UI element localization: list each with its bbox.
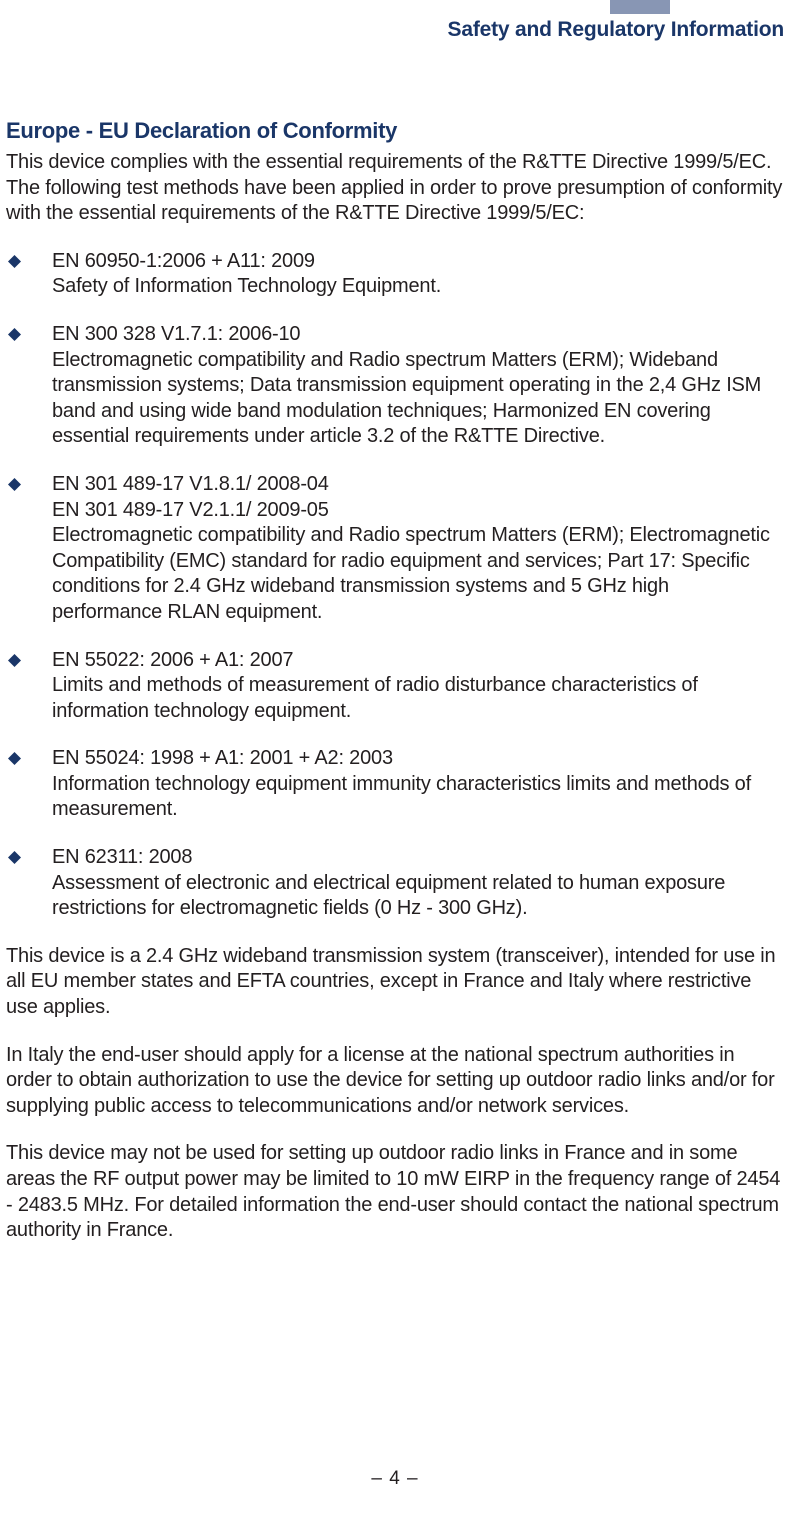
list-item-body: EN 301 489-17 V1.8.1/ 2008-04 EN 301 489… (52, 472, 784, 626)
list-item-body: EN 62311: 2008 Assessment of electronic … (52, 845, 784, 922)
list-item: EN 55022: 2006 + A1: 2007 Limits and met… (6, 648, 784, 725)
standard-code: EN 60950-1:2006 + A11: 2009 (52, 249, 784, 275)
header-accent-bar (610, 0, 670, 14)
standard-code: EN 55024: 1998 + A1: 2001 + A2: 2003 (52, 746, 784, 772)
standard-code: EN 55022: 2006 + A1: 2007 (52, 648, 784, 674)
section-title: Europe - EU Declaration of Conformity (6, 118, 784, 144)
standard-code-2: EN 301 489-17 V2.1.1/ 2009-05 (52, 498, 784, 524)
body-paragraph: This device is a 2.4 GHz wideband transm… (6, 944, 784, 1021)
diamond-bullet-icon (6, 845, 52, 922)
standard-code: EN 300 328 V1.7.1: 2006-10 (52, 322, 784, 348)
body-paragraph: In Italy the end-user should apply for a… (6, 1043, 784, 1120)
standard-code: EN 62311: 2008 (52, 845, 784, 871)
list-item-body: EN 55022: 2006 + A1: 2007 Limits and met… (52, 648, 784, 725)
list-item: EN 301 489-17 V1.8.1/ 2008-04 EN 301 489… (6, 472, 784, 626)
diamond-bullet-icon (6, 472, 52, 626)
diamond-bullet-icon (6, 648, 52, 725)
diamond-bullet-icon (6, 322, 52, 450)
list-item-body: EN 60950-1:2006 + A11: 2009 Safety of In… (52, 249, 784, 300)
list-item: EN 55024: 1998 + A1: 2001 + A2: 2003 Inf… (6, 746, 784, 823)
diamond-bullet-icon (6, 746, 52, 823)
list-item-body: EN 55024: 1998 + A1: 2001 + A2: 2003 Inf… (52, 746, 784, 823)
standard-desc: Information technology equipment immunit… (52, 773, 751, 821)
body-paragraph: This device may not be used for setting … (6, 1141, 784, 1243)
standard-desc: Assessment of electronic and electrical … (52, 872, 725, 920)
section-intro: This device complies with the essential … (6, 150, 784, 227)
list-item: EN 300 328 V1.7.1: 2006-10 Electromagnet… (6, 322, 784, 450)
standard-desc: Limits and methods of measurement of rad… (52, 674, 698, 722)
standards-list: EN 60950-1:2006 + A11: 2009 Safety of In… (6, 249, 784, 922)
header-title: Safety and Regulatory Information (448, 18, 784, 42)
page-number: – 4 – (0, 1468, 790, 1490)
diamond-bullet-icon (6, 249, 52, 300)
page-content: Europe - EU Declaration of Conformity Th… (6, 118, 784, 1266)
standard-desc: Electromagnetic compatibility and Radio … (52, 349, 761, 448)
list-item: EN 62311: 2008 Assessment of electronic … (6, 845, 784, 922)
standard-desc: Electromagnetic compatibility and Radio … (52, 524, 770, 623)
standard-code: EN 301 489-17 V1.8.1/ 2008-04 (52, 472, 784, 498)
list-item: EN 60950-1:2006 + A11: 2009 Safety of In… (6, 249, 784, 300)
list-item-body: EN 300 328 V1.7.1: 2006-10 Electromagnet… (52, 322, 784, 450)
standard-desc: Safety of Information Technology Equipme… (52, 275, 441, 297)
